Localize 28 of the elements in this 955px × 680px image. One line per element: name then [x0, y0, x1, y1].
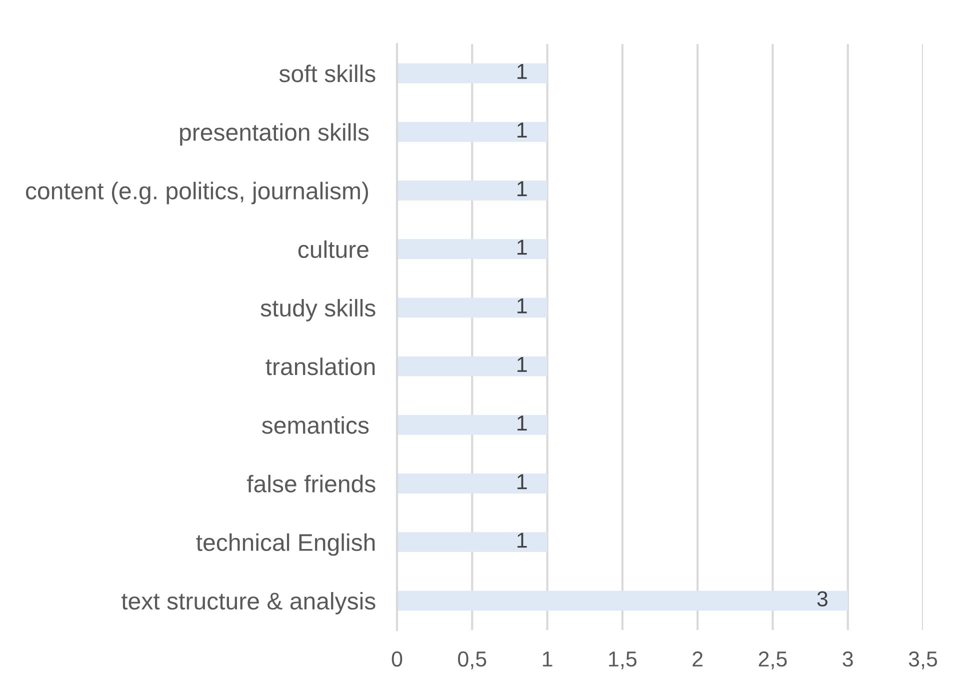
- data-label: 1: [518, 298, 527, 314]
- y-tick-label: text structure & analysis: [121, 592, 376, 614]
- data-label: 1: [518, 240, 527, 255]
- y-tick-label: content (e.g. politics, journalism): [26, 182, 368, 204]
- x-tick-label: 3: [842, 651, 853, 667]
- y-tick-label: culture: [298, 240, 368, 258]
- x-tick-label: 3,5: [908, 651, 938, 670]
- x-tick-label: 1: [542, 652, 552, 666]
- y-tick-label: soft skills: [279, 64, 376, 82]
- data-label: 1: [518, 357, 527, 372]
- x-tick-label: 0,5: [458, 651, 486, 670]
- y-tick-label: presentation skills: [180, 123, 369, 146]
- x-tick-label: 2: [692, 651, 702, 666]
- data-label: 1: [518, 416, 527, 430]
- x-tick-label: 0: [392, 651, 402, 667]
- data-label: 1: [518, 181, 527, 196]
- x-tick-label: 1,5: [609, 652, 636, 670]
- y-tick-label: technical English: [196, 533, 375, 556]
- y-tick-label: study skills: [260, 298, 376, 322]
- data-label: 1: [518, 474, 527, 490]
- y-tick-label: translation: [266, 358, 375, 376]
- y-tick-label: false friends: [246, 474, 376, 492]
- x-tick-label: 2,5: [758, 651, 787, 670]
- y-tick-label: semantics: [262, 416, 369, 434]
- data-label: 1: [518, 532, 527, 548]
- data-label: 1: [518, 122, 527, 138]
- data-label: 3: [817, 591, 828, 606]
- data-label: 1: [518, 64, 527, 79]
